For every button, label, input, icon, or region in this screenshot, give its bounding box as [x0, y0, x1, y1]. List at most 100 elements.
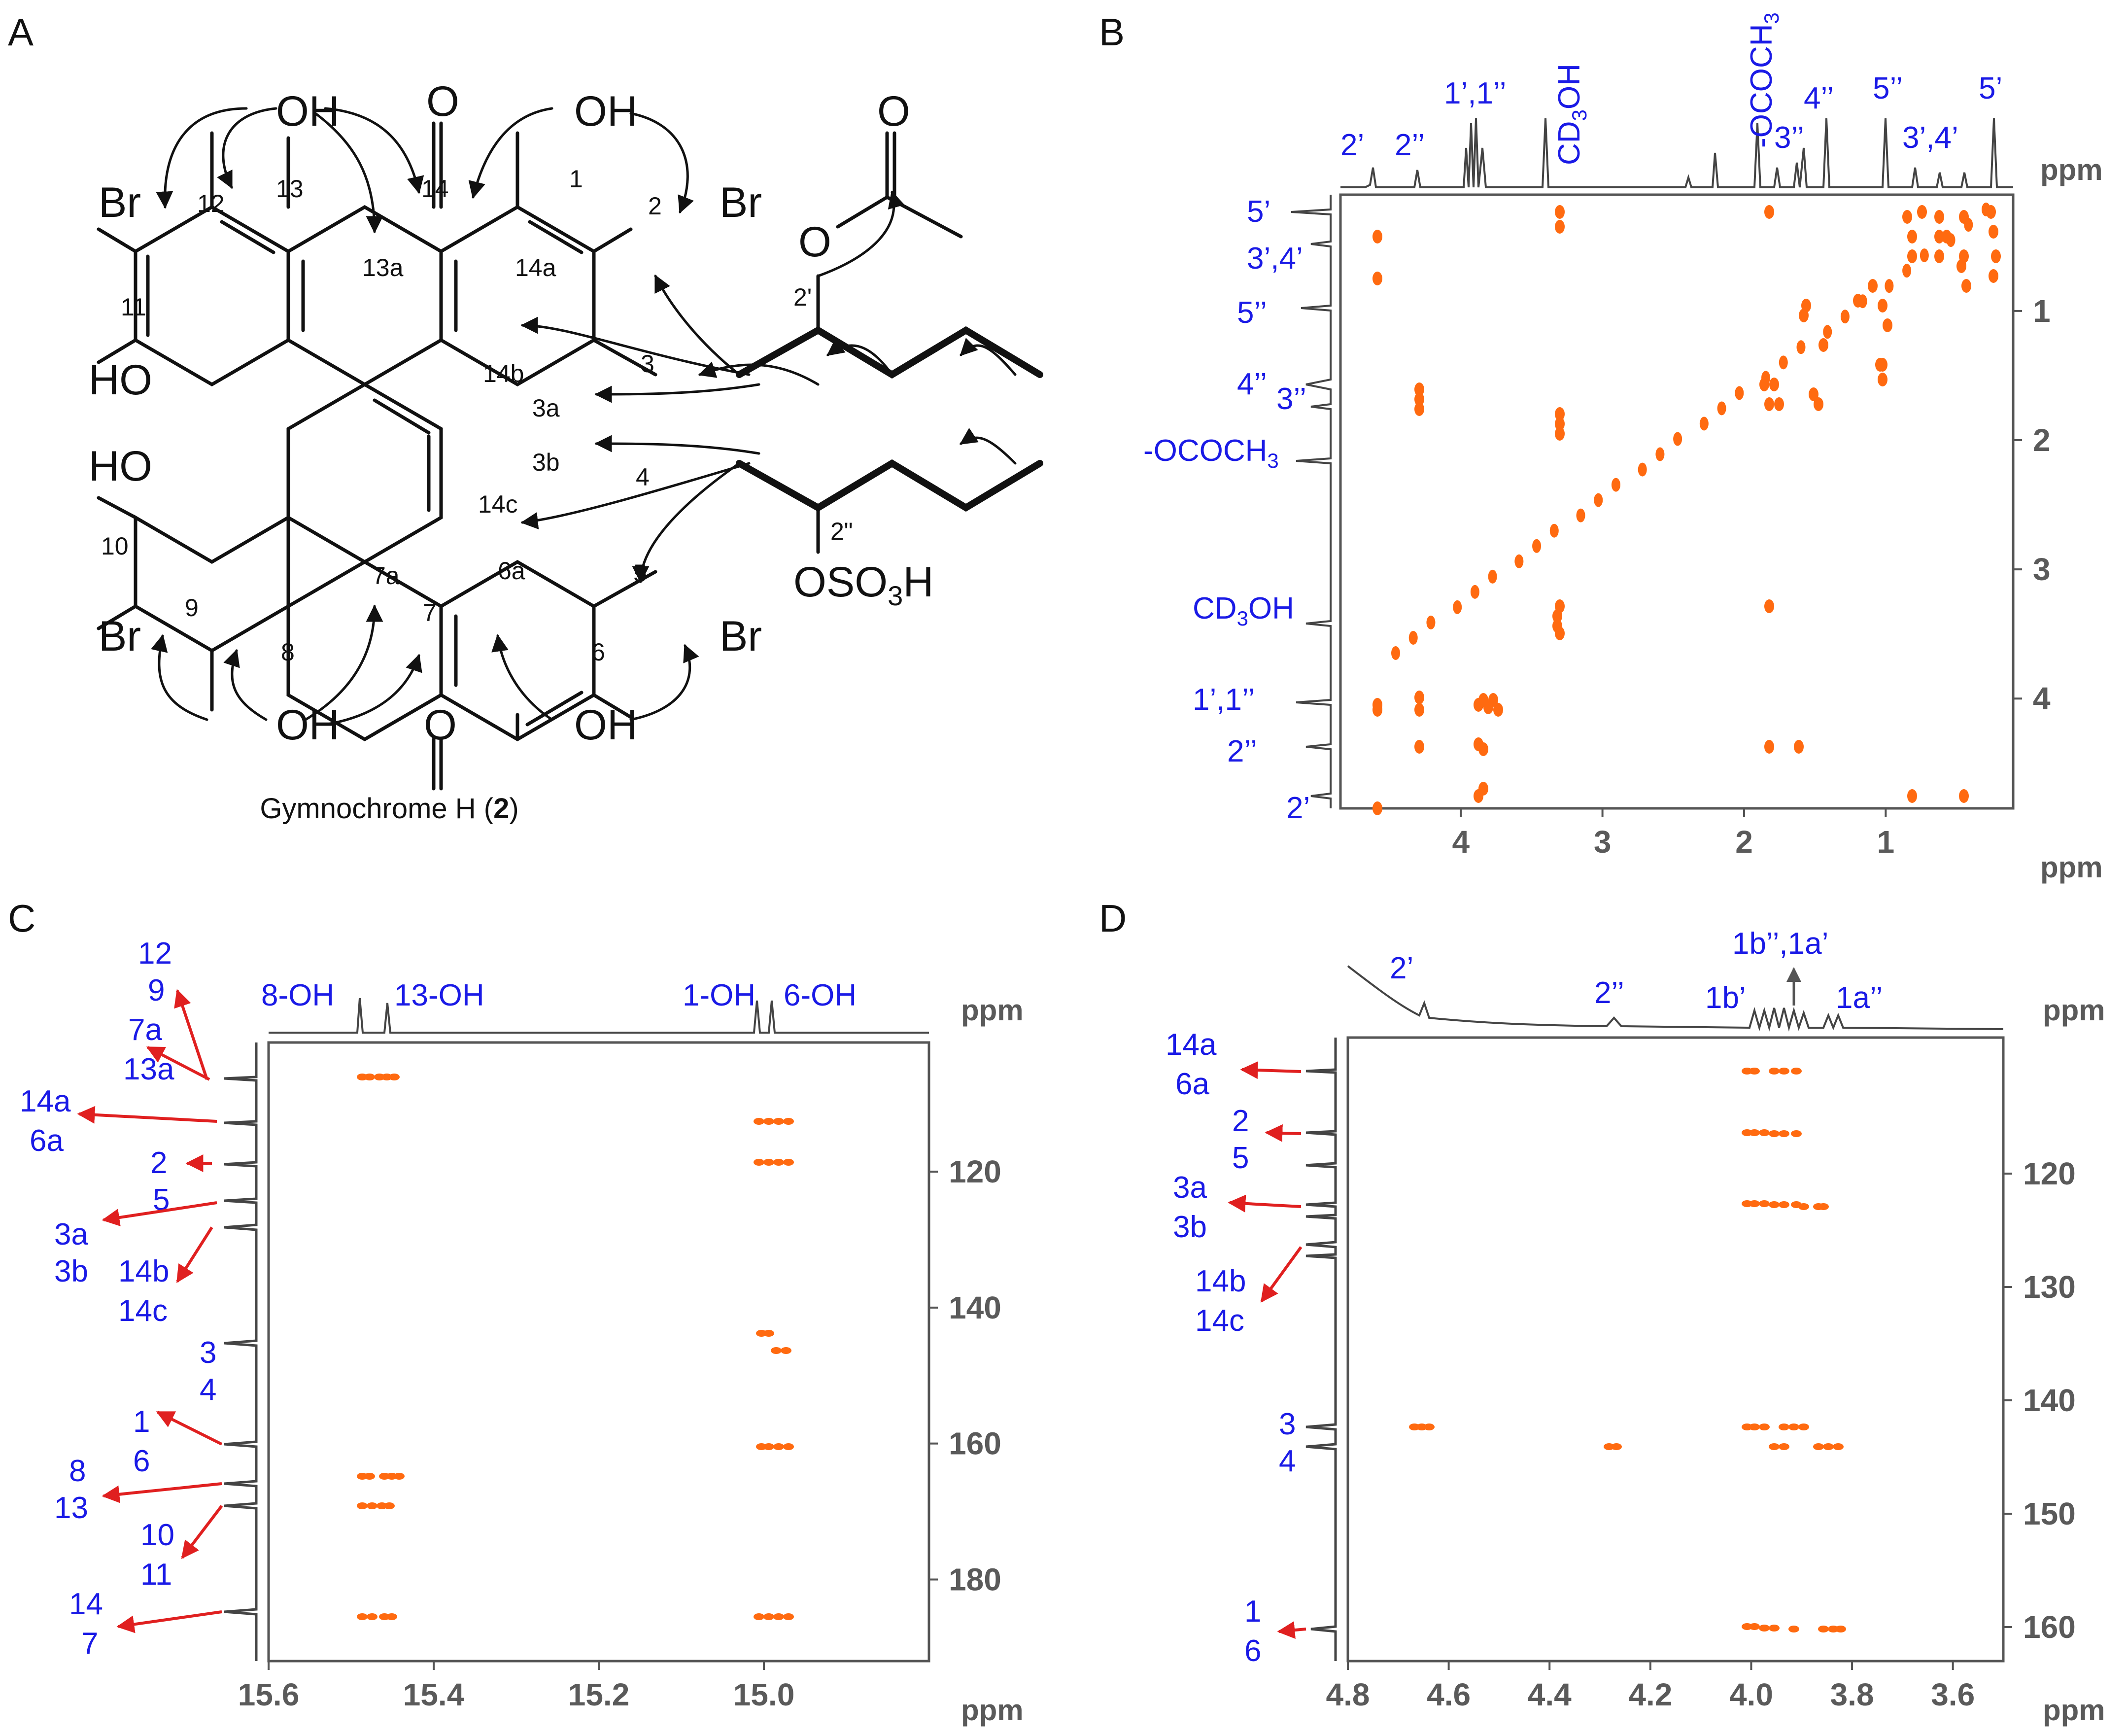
b-left-5p: 5’ — [1247, 195, 1270, 229]
cross-peak — [1769, 1625, 1780, 1632]
cross-peak — [1391, 646, 1400, 660]
cross-peak — [1759, 1200, 1770, 1207]
num-3b: 3b — [532, 449, 560, 476]
cross-peak — [1611, 478, 1620, 492]
num-14a: 14a — [515, 254, 556, 281]
cross-peak — [1814, 397, 1823, 411]
cross-peak — [773, 1159, 784, 1166]
cross-peak — [1885, 279, 1894, 293]
atom-2-br: Br — [720, 179, 762, 226]
atom-11-ho: HO — [89, 356, 152, 404]
c-label-11: 11 — [140, 1558, 172, 1592]
cross-peak — [357, 1613, 368, 1620]
cross-peak — [1823, 325, 1832, 339]
cross-peak — [1655, 447, 1665, 461]
cross-peak — [1549, 523, 1559, 538]
num-2-prime: 2' — [793, 283, 812, 311]
panel-d-left-labels: 14a 6a 2 5 3a 3b 14b 14c 3 4 1 6 — [1166, 1028, 1296, 1668]
panel-c-left-labels: 12 9 7a 13a 14a 6a 2 5 3a 3b 14b 14c 3 4… — [20, 937, 216, 1661]
cross-peak — [763, 1159, 774, 1166]
atom-5-br: Br — [720, 613, 762, 660]
b-top-4pp: 4’’ — [1804, 81, 1834, 115]
ester-o: O — [798, 218, 831, 266]
panel-b-left-labels: 5’ 3’,4’ 5’’ 4’’ 3’’ -OCOCH3 CD3OH 1’,1’… — [1143, 195, 1310, 825]
ring-center-top — [286, 205, 443, 387]
cross-peak — [1749, 1129, 1760, 1136]
cross-peak — [1749, 1200, 1760, 1207]
d-label-3b: 3b — [1173, 1210, 1207, 1244]
cross-peak — [1764, 205, 1774, 219]
cross-peak — [783, 1443, 794, 1450]
num-13a: 13a — [362, 254, 404, 281]
ring-left-bottom — [134, 514, 290, 653]
cross-peak — [1576, 508, 1585, 522]
cross-peak — [1453, 600, 1462, 614]
cross-peak — [1555, 205, 1565, 219]
cross-peak — [1414, 703, 1424, 717]
cross-peak — [1555, 417, 1565, 431]
cross-peak — [1555, 427, 1565, 441]
cross-peak — [1961, 279, 1971, 293]
cross-peak — [1868, 279, 1878, 293]
cross-peak — [1798, 1203, 1809, 1210]
b-left-2p: 2’ — [1286, 791, 1310, 825]
panel-c-frame — [267, 1041, 930, 1663]
b-left-4pp: 4’’ — [1237, 367, 1267, 401]
structure-caption: Gymnochrome H (2) — [260, 793, 518, 825]
structure-atoms: OH OH O Br Br HO HO Br Br OH OH O O O OS… — [89, 78, 933, 825]
c-label-14a: 14a — [20, 1084, 71, 1118]
cross-peak — [1414, 392, 1424, 406]
y-tick-label: 130 — [2023, 1269, 2076, 1305]
x-tick-label: 4.2 — [1628, 1677, 1672, 1712]
cross-peak — [1779, 1443, 1789, 1450]
cross-peak — [357, 1502, 368, 1509]
y-tick-label: 1 — [2033, 293, 2051, 329]
cross-peak — [1555, 407, 1565, 421]
num-8: 8 — [281, 638, 295, 666]
cross-peak — [1878, 358, 1887, 372]
cross-peak — [1917, 205, 1927, 219]
cross-peak — [783, 1613, 794, 1620]
panel-d-left-trace — [1305, 1038, 1337, 1661]
cross-peak — [1424, 1424, 1435, 1430]
panel-c-top-trace — [269, 998, 929, 1034]
cross-peak — [1934, 249, 1944, 263]
c-label-6: 6 — [133, 1444, 150, 1478]
ring-middle — [286, 382, 443, 564]
d-label-4: 4 — [1279, 1444, 1296, 1478]
num-6: 6 — [591, 638, 605, 666]
num-1: 1 — [569, 165, 583, 193]
d-label-14c: 14c — [1195, 1304, 1244, 1338]
y-tick-label: 160 — [2023, 1609, 2076, 1645]
cross-peak — [773, 1613, 784, 1620]
cross-peak — [1478, 782, 1488, 796]
cross-peak — [1788, 1626, 1799, 1632]
d-label-2: 2 — [1232, 1104, 1249, 1138]
b-left-cd3oh: CD3OH — [1193, 591, 1294, 630]
y-tick-label: 160 — [949, 1426, 1001, 1461]
y-tick-label: 3 — [2033, 552, 2051, 587]
cross-peak — [389, 1074, 400, 1080]
panel-d-peaks — [1409, 1068, 1846, 1632]
cross-peak — [1532, 539, 1542, 553]
c-label-7: 7 — [81, 1627, 98, 1661]
cross-peak — [1426, 615, 1436, 629]
cross-peak — [1991, 249, 2001, 263]
cross-peak — [1611, 1443, 1622, 1450]
panel-c-top-labels: 8-OH 13-OH 1-OH 6-OH — [261, 978, 857, 1012]
cross-peak — [1764, 397, 1774, 411]
x-tick-label: 15.2 — [568, 1677, 630, 1712]
cross-peak — [1699, 417, 1709, 431]
y-tick-label: 120 — [949, 1154, 1001, 1189]
cross-peak — [1769, 1443, 1780, 1450]
d-top-1bpp1ap: 1b’’,1a’ — [1732, 927, 1828, 961]
cross-peak — [1959, 210, 1969, 224]
c-label-3b: 3b — [54, 1254, 88, 1288]
panel-c-ticks: 15.6 15.4 15.2 15.0 120 140 160 180 — [238, 1154, 1001, 1712]
num-7a: 7a — [372, 562, 400, 590]
cross-peak — [1555, 220, 1565, 234]
d-label-14b: 14b — [1195, 1264, 1246, 1298]
cross-peak — [773, 1118, 784, 1125]
num-6a: 6a — [498, 557, 525, 585]
